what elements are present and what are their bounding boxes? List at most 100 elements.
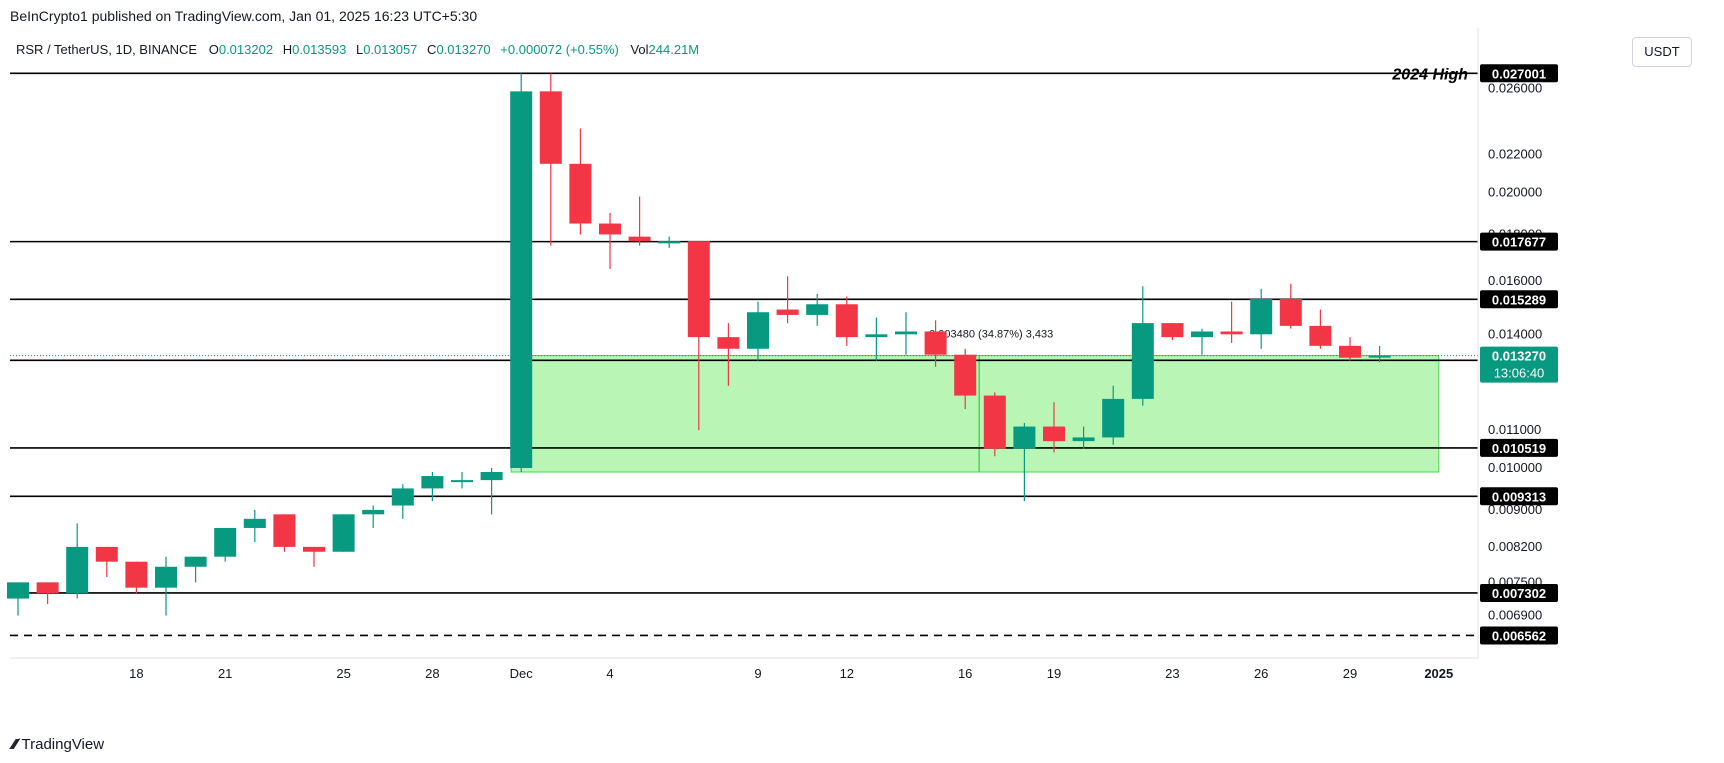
tradingview-logo-icon: ⁄⁄∕ xyxy=(12,736,17,753)
level-price-badge xyxy=(1480,64,1558,83)
y-tick-label: 0.009000 xyxy=(1488,502,1542,517)
footer-brand: TradingView xyxy=(21,736,105,753)
x-tick-label: 19 xyxy=(1047,666,1061,681)
level-price-badge xyxy=(1480,438,1558,457)
range-zone-readout: 0.003480 (34.87%) 3,433 xyxy=(929,329,1053,341)
candle-body xyxy=(1102,398,1125,438)
candle-body xyxy=(421,476,444,489)
legend-symbol: RSR / TetherUS, 1D, BINANCE xyxy=(16,42,197,57)
candle-body xyxy=(1279,299,1302,326)
candle-body xyxy=(7,582,29,599)
y-tick-label: 0.006900 xyxy=(1488,607,1542,622)
level-lines-layer xyxy=(10,72,1478,637)
candle-body xyxy=(480,472,503,481)
x-tick-label: 9 xyxy=(754,666,761,681)
level-price-badge xyxy=(1480,232,1558,251)
current-price-badge xyxy=(1480,346,1558,383)
candle-body xyxy=(1191,331,1213,338)
x-tick-label: 16 xyxy=(958,666,972,681)
y-tick-label: 0.022000 xyxy=(1488,147,1542,162)
tradingview-footer[interactable]: ⁄⁄∕ TradingView xyxy=(12,736,104,753)
current-price-countdown: 13:06:40 xyxy=(1494,366,1545,381)
candles-layer xyxy=(7,73,1391,616)
legend-open-label: O xyxy=(209,42,219,57)
candle-body xyxy=(954,354,977,396)
candle-body xyxy=(835,304,858,338)
chart-legend: RSR / TetherUS, 1D, BINANCE O0.013202 H0… xyxy=(16,42,699,57)
y-tick-label: 0.014000 xyxy=(1488,326,1542,341)
legend-volume-label: Vol xyxy=(630,42,648,57)
level-price-badge xyxy=(1480,626,1558,645)
x-tick-label: 2025 xyxy=(1424,666,1453,681)
candle-body xyxy=(895,331,917,335)
y-tick-label: 0.016000 xyxy=(1488,273,1542,288)
candle-body xyxy=(95,546,118,562)
current-price-label: 0.013270 xyxy=(1492,349,1546,364)
candle-body xyxy=(1220,331,1243,335)
legend-high: 0.013593 xyxy=(292,42,346,57)
x-tick-label: 25 xyxy=(336,666,350,681)
y-tick-label: 0.020000 xyxy=(1488,185,1542,200)
published-caption: BeInCrypto1 published on TradingView.com… xyxy=(10,8,478,24)
level-price-label: 0.009313 xyxy=(1492,489,1546,504)
y-tick-label: 0.010000 xyxy=(1488,460,1542,475)
legend-close-label: C xyxy=(427,42,436,57)
candle-body xyxy=(332,514,355,552)
candle-body xyxy=(628,236,651,242)
level-price-badge xyxy=(1480,583,1558,602)
candle-body xyxy=(451,480,473,483)
candle-body xyxy=(1072,437,1095,442)
y-tick-label: 0.026000 xyxy=(1488,80,1542,95)
legend-volume: 244.21M xyxy=(649,42,700,57)
candle-body xyxy=(273,514,296,547)
candle-body xyxy=(776,309,799,315)
candle-body xyxy=(214,527,237,557)
candle-body xyxy=(125,561,148,588)
candle-body xyxy=(1250,299,1273,335)
candle-body xyxy=(391,488,414,506)
candle-body xyxy=(184,556,207,567)
candle-body xyxy=(1013,426,1036,449)
candle-body xyxy=(1043,426,1065,442)
level-price-label: 0.027001 xyxy=(1492,66,1546,81)
candle-body xyxy=(983,395,1006,449)
candle-body xyxy=(1161,323,1184,338)
legend-open: 0.013202 xyxy=(219,42,273,57)
y-tick-label: 0.008200 xyxy=(1488,539,1542,554)
candle-body xyxy=(747,312,769,349)
candle-body xyxy=(362,509,385,515)
x-tick-label: 18 xyxy=(129,666,143,681)
level-annotation: 2024 High xyxy=(1391,66,1468,83)
legend-change: +0.000072 (+0.55%) xyxy=(500,42,619,57)
x-tick-label: 4 xyxy=(606,666,613,681)
candle-body xyxy=(1339,345,1361,358)
range-zone-layer: 0.003480 (34.87%) 3,433 xyxy=(510,329,1440,473)
level-price-label: 0.015289 xyxy=(1492,292,1546,307)
candle-body xyxy=(717,337,740,349)
candle-body xyxy=(924,331,947,355)
y-tick-label: 0.011000 xyxy=(1488,422,1541,437)
axes-layer: 0.0260000.0220000.0200000.0180000.016000… xyxy=(10,28,1558,681)
legend-close: 0.013270 xyxy=(436,42,490,57)
x-tick-label: 23 xyxy=(1165,666,1179,681)
candle-body xyxy=(569,163,592,224)
level-price-label: 0.007302 xyxy=(1492,586,1546,601)
candle-body xyxy=(806,304,829,315)
legend-high-label: H xyxy=(283,42,292,57)
svg-text:RSR / TetherUS, 1D, BINANCE: RSR / TetherUS, 1D, BINANCE O0.013202 H0… xyxy=(16,42,699,57)
candle-body xyxy=(687,241,710,338)
candle-body xyxy=(36,582,59,594)
x-tick-label: 21 xyxy=(218,666,232,681)
candle-body xyxy=(865,334,888,338)
x-tick-label: 29 xyxy=(1343,666,1357,681)
level-price-label: 0.017677 xyxy=(1492,235,1546,250)
candle-body xyxy=(303,546,325,552)
candle-body xyxy=(66,546,89,594)
x-tick-label: 12 xyxy=(840,666,854,681)
x-tick-label: 28 xyxy=(425,666,439,681)
candle-body xyxy=(1368,355,1391,358)
legend-low-label: L xyxy=(356,42,363,57)
candle-body xyxy=(539,91,562,164)
currency-button[interactable]: USDT xyxy=(1632,37,1692,67)
